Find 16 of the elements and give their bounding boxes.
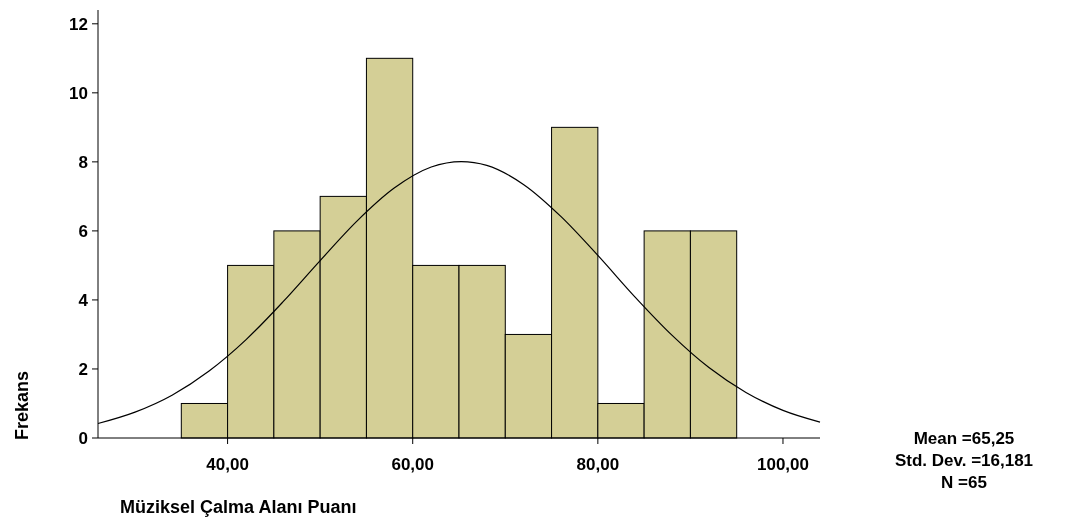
text: Mean =65,25 <box>913 429 1015 448</box>
x-axis-title: Müziksel Çalma Alanı Puanı <box>120 497 357 517</box>
x-tick-label: 60,00 <box>391 455 434 474</box>
x-tick-label: 40,00 <box>206 455 249 474</box>
y-axis-title: Frekans <box>12 370 32 440</box>
x-tick-label: 100,00 <box>756 455 809 474</box>
text: N =65 <box>941 473 987 492</box>
y-tick-label: 0 <box>78 428 88 448</box>
y-tick-label: 6 <box>78 221 88 241</box>
y-tick-label: 4 <box>78 290 89 310</box>
y-tick-label: 8 <box>78 152 88 172</box>
text: Std. Dev. =16,181 <box>894 451 1034 470</box>
y-tick-label: 12 <box>69 14 88 34</box>
y-tick-label: 10 <box>69 83 88 103</box>
y-tick-label: 2 <box>78 359 88 379</box>
x-tick-label: 80,00 <box>576 455 620 474</box>
